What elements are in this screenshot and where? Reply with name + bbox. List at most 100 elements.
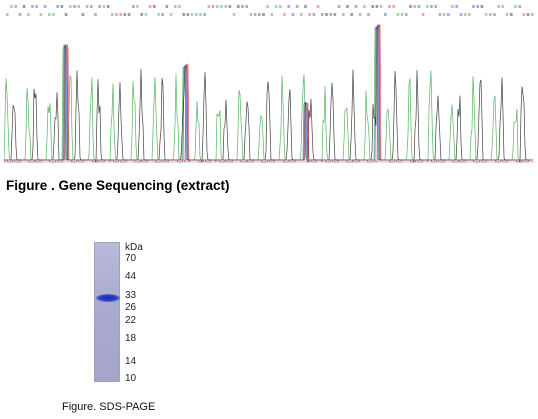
basecall-mark: [115, 13, 118, 16]
basecall-mark: [287, 5, 290, 8]
basecall-mark: [447, 13, 450, 16]
basecall-mark: [10, 5, 13, 8]
basecall-mark: [186, 13, 190, 16]
basecall-mark: [388, 5, 391, 8]
basecall-mark: [60, 5, 64, 8]
marker-label: 14: [125, 356, 137, 367]
basecall-mark: [442, 13, 446, 16]
basecall-mark: [480, 5, 484, 8]
basecall-mark: [241, 5, 244, 8]
basecall-mark: [237, 5, 240, 8]
basecall-mark: [216, 5, 219, 8]
basecall-mark: [148, 5, 152, 8]
basecall-mark: [501, 5, 505, 8]
basecall-mark: [169, 13, 173, 16]
basecall-mark: [85, 5, 89, 8]
basecall-mark: [102, 5, 106, 8]
basecall-mark: [438, 13, 442, 16]
basecall-mark: [510, 13, 513, 16]
basecall-mark: [203, 13, 206, 16]
basecall-mark: [69, 5, 72, 8]
basecall-mark: [455, 5, 458, 8]
basecall-mark: [270, 13, 274, 16]
basecall-mark: [321, 13, 324, 16]
basecall-mark: [279, 5, 282, 8]
basecall-mark: [140, 13, 143, 16]
trace-t: [4, 24, 533, 163]
protein-band: [96, 294, 120, 302]
basecall-mark: [111, 13, 114, 16]
gene-sequencing-caption: Figure . Gene Sequencing (extract): [6, 178, 230, 193]
basecall-mark: [274, 5, 278, 8]
basecall-mark: [484, 13, 488, 16]
basecall-mark: [52, 13, 55, 16]
basecall-mark: [127, 13, 131, 16]
marker-label: 18: [125, 333, 137, 344]
basecall-mark: [413, 5, 416, 8]
basecall-mark: [165, 5, 169, 8]
basecall-mark: [253, 13, 257, 16]
basecall-mark: [119, 13, 122, 16]
marker-label: 70: [125, 253, 137, 264]
basecall-mark: [531, 13, 534, 16]
basecall-mark: [48, 13, 51, 16]
basecall-mark: [396, 13, 400, 16]
marker-label: 33: [125, 290, 137, 301]
basecall-mark: [304, 5, 307, 8]
sds-page-gel-figure: kDa 70 44 33 26 22 18 14 10: [94, 242, 204, 384]
basecall-mark: [31, 5, 34, 8]
basecall-mark: [514, 5, 517, 8]
basecall-mark: [333, 13, 337, 16]
basecall-mark: [459, 13, 463, 16]
trace-a: [4, 27, 533, 163]
trace-g: [4, 25, 533, 163]
basecall-mark: [43, 5, 47, 8]
sequencing-chromatogram: [4, 5, 534, 163]
basecall-mark: [249, 13, 253, 16]
basecall-mark: [421, 13, 425, 16]
basecall-mark: [518, 5, 521, 8]
basecall-mark: [283, 13, 286, 16]
basecall-mark: [224, 5, 227, 8]
basecall-mark: [505, 13, 509, 16]
basecall-mark: [476, 5, 479, 8]
marker-label: 10: [125, 373, 137, 384]
basecall-mark: [27, 13, 30, 16]
basecall-mark: [342, 13, 345, 16]
basecall-mark: [409, 5, 412, 8]
basecall-mark: [39, 13, 43, 16]
basecall-mark: [232, 13, 236, 16]
basecall-mark: [190, 13, 194, 16]
basecall-mark: [375, 5, 379, 8]
basecall-mark: [258, 13, 261, 16]
basecall-mark: [379, 5, 383, 8]
basecall-mark: [195, 13, 198, 16]
basecall-mark: [6, 13, 9, 16]
basecall-mark: [211, 5, 215, 8]
marker-label: 44: [125, 271, 137, 282]
basecall-mark: [526, 13, 530, 16]
basecall-mark: [522, 13, 526, 16]
basecall-mark: [497, 5, 500, 8]
basecall-mark: [182, 13, 185, 16]
basecall-mark: [325, 13, 328, 16]
basecall-mark: [220, 5, 223, 8]
basecall-mark: [417, 5, 421, 8]
basecall-mark: [493, 13, 496, 16]
basecall-mark: [81, 13, 85, 16]
basecall-mark: [56, 5, 59, 8]
basecall-mark: [94, 13, 97, 16]
basecall-mark: [430, 5, 433, 8]
basecall-mark: [161, 13, 164, 16]
basecall-mark: [312, 13, 316, 16]
chromatogram-traces: [4, 24, 533, 163]
basecall-mark: [463, 13, 467, 16]
basecall-mark: [64, 13, 68, 16]
basecall-mark: [434, 5, 437, 8]
basecall-mark: [295, 5, 299, 8]
basecall-mark: [472, 5, 475, 8]
basecall-mark: [90, 5, 93, 8]
basecall-mark: [132, 5, 135, 8]
basecall-mark: [77, 5, 80, 8]
basecall-mark: [384, 13, 387, 16]
